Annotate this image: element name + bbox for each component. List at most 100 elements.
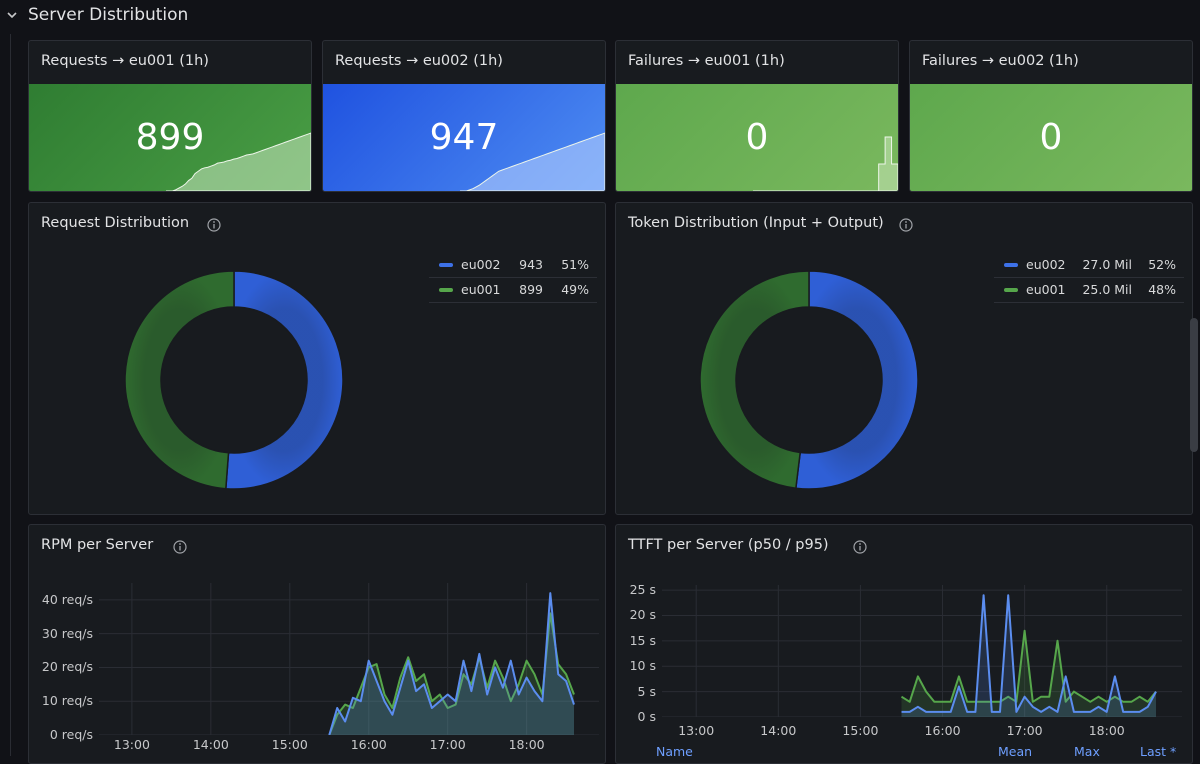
y-tick-label: 10 req/s xyxy=(41,693,93,709)
sparkline-area xyxy=(753,136,898,191)
legend-name: eu001 xyxy=(1026,282,1066,297)
legend-swatch xyxy=(439,263,453,267)
stat-value: 899 xyxy=(135,117,205,158)
y-tick-label: 25 s xyxy=(629,582,656,598)
stat-background xyxy=(910,84,1192,191)
x-tick-label: 15:00 xyxy=(271,737,308,752)
legend-item[interactable]: eu001 25.0 Mil 48% xyxy=(994,278,1184,303)
stat-panel-requests-eu001[interactable]: Requests → eu001 (1h) 899 xyxy=(28,40,312,192)
donut-chart xyxy=(699,270,919,490)
panel-title: Request Distribution xyxy=(41,215,190,231)
legend-percent: 51% xyxy=(561,257,589,272)
legend-item[interactable]: eu001 899 49% xyxy=(429,278,597,303)
donut-slice-eu001[interactable] xyxy=(124,270,235,490)
legend-swatch xyxy=(1004,288,1018,292)
legend-swatch xyxy=(1004,263,1018,267)
legend-value: 943 xyxy=(519,257,543,272)
sparkline-area xyxy=(460,132,605,191)
info-icon[interactable] xyxy=(173,540,187,554)
info-icon[interactable] xyxy=(207,218,221,232)
x-tick-label: 14:00 xyxy=(192,737,229,752)
donut-slice-eu002[interactable] xyxy=(225,270,344,490)
ttft-per-server-panel[interactable]: TTFT per Server (p50 / p95) 0 s 5 s 10 s 15… xyxy=(615,524,1193,764)
legend-value: 899 xyxy=(519,282,543,297)
donut-slice-eu001[interactable] xyxy=(699,270,810,490)
x-tick-label: 17:00 xyxy=(1006,723,1043,738)
x-tick-label: 14:00 xyxy=(760,723,797,738)
legend-name: eu002 xyxy=(1026,257,1066,272)
legend-percent: 48% xyxy=(1148,282,1176,297)
sparkline xyxy=(166,132,311,191)
y-tick-label: 5 s xyxy=(637,683,656,699)
rpm-per-server-panel[interactable]: RPM per Server 0 req/s 10 req/s 20 req/s 30… xyxy=(28,524,606,764)
stat-value: 947 xyxy=(429,117,499,158)
legend-name: eu002 xyxy=(461,257,501,272)
panel-title: RPM per Server xyxy=(41,537,154,553)
sparkline xyxy=(753,136,898,191)
x-tick-label: 16:00 xyxy=(924,723,961,738)
x-tick-label: 13:00 xyxy=(113,737,150,752)
y-tick-label: 20 req/s xyxy=(41,659,93,675)
donut-slice-eu002[interactable] xyxy=(795,270,919,490)
donut-chart xyxy=(124,270,344,490)
series-line xyxy=(900,629,1157,703)
info-icon[interactable] xyxy=(853,540,867,554)
legend-table-header-mean[interactable]: Mean xyxy=(998,744,1033,759)
x-tick-label: 13:00 xyxy=(678,723,715,738)
sparkline-area xyxy=(166,132,311,191)
request-distribution-panel[interactable]: Request Distribution eu002 943 51% eu001… xyxy=(28,202,606,515)
panel-title: TTFT per Server (p50 / p95) xyxy=(628,537,829,553)
stat-value: 0 xyxy=(1039,117,1063,158)
panel-title: Failures → eu001 (1h) xyxy=(628,53,785,69)
info-icon[interactable] xyxy=(899,218,913,232)
x-tick-label: 18:00 xyxy=(508,737,545,752)
legend-table-header-name[interactable]: Name xyxy=(656,744,693,759)
scrollbar[interactable] xyxy=(1190,318,1198,452)
legend: eu002 943 51% eu001 899 49% xyxy=(429,253,597,303)
legend-value: 27.0 Mil xyxy=(1082,257,1132,272)
y-tick-label: 0 req/s xyxy=(49,727,93,742)
panel-title: Requests → eu001 (1h) xyxy=(41,53,209,69)
sparkline xyxy=(460,132,605,191)
x-tick-label: 17:00 xyxy=(429,737,466,752)
stat-value: 0 xyxy=(745,117,769,158)
legend-table-header-max[interactable]: Max xyxy=(1074,744,1100,759)
row-divider xyxy=(10,34,11,756)
series-area xyxy=(329,613,574,735)
series-area xyxy=(329,593,574,735)
legend-swatch xyxy=(439,288,453,292)
legend-item[interactable]: eu002 27.0 Mil 52% xyxy=(994,253,1184,278)
token-distribution-panel[interactable]: Token Distribution (Input + Output) eu00… xyxy=(615,202,1193,515)
y-tick-label: 0 s xyxy=(637,709,656,724)
stat-panel-failures-eu002[interactable]: Failures → eu002 (1h) 0 xyxy=(909,40,1193,192)
legend-percent: 52% xyxy=(1148,257,1176,272)
legend-percent: 49% xyxy=(561,282,589,297)
timeseries-plot[interactable] xyxy=(662,585,1182,717)
x-tick-label: 15:00 xyxy=(842,723,879,738)
y-tick-label: 30 req/s xyxy=(41,625,93,641)
stat-background xyxy=(616,84,898,191)
series-line xyxy=(901,594,1157,713)
panel-title: Requests → eu002 (1h) xyxy=(335,53,503,69)
legend-item[interactable]: eu002 943 51% xyxy=(429,253,597,278)
legend-name: eu001 xyxy=(461,282,501,297)
series-line xyxy=(328,592,575,735)
legend-value: 25.0 Mil xyxy=(1082,282,1132,297)
chevron-down-icon[interactable] xyxy=(6,9,18,21)
series-line xyxy=(328,612,575,735)
y-tick-label: 10 s xyxy=(629,658,656,674)
x-tick-label: 16:00 xyxy=(350,737,387,752)
panel-title: Token Distribution (Input + Output) xyxy=(628,215,884,231)
x-tick-label: 18:00 xyxy=(1088,723,1125,738)
legend: eu002 27.0 Mil 52% eu001 25.0 Mil 48% xyxy=(994,253,1184,303)
stat-panel-requests-eu002[interactable]: Requests → eu002 (1h) 947 xyxy=(322,40,606,192)
panel-title: Failures → eu002 (1h) xyxy=(922,53,1079,69)
row-header[interactable]: Server Distribution xyxy=(0,0,1200,34)
y-tick-label: 15 s xyxy=(629,632,656,648)
y-tick-label: 20 s xyxy=(629,607,656,623)
timeseries-plot[interactable] xyxy=(99,583,599,735)
row-title: Server Distribution xyxy=(28,5,189,25)
y-tick-label: 40 req/s xyxy=(41,591,93,607)
legend-table-header-last[interactable]: Last * xyxy=(1140,744,1177,759)
stat-panel-failures-eu001[interactable]: Failures → eu001 (1h) 0 xyxy=(615,40,899,192)
